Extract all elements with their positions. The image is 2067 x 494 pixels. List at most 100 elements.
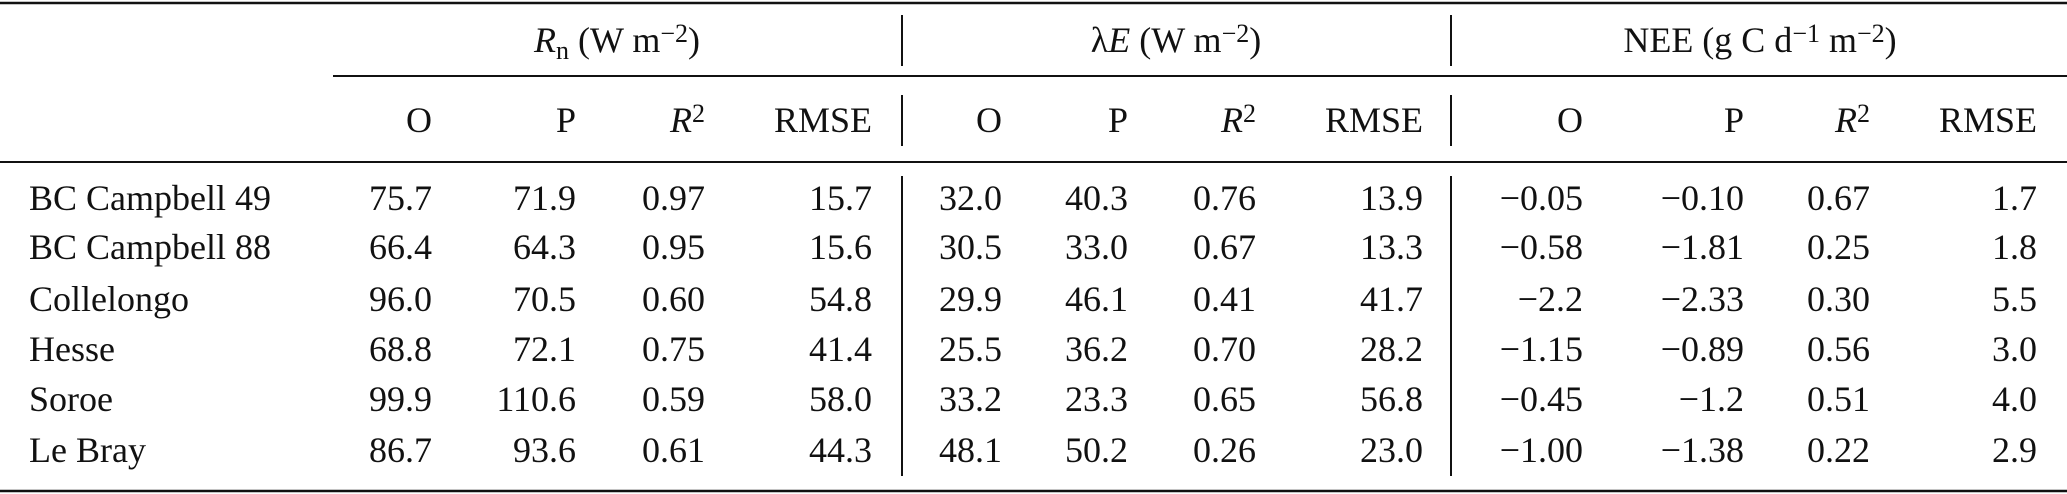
text-part: NEE (g C d <box>1623 20 1792 60</box>
text-part: m <box>1820 20 1857 60</box>
cell: 0.51 <box>1807 379 1870 419</box>
cell: 58.0 <box>809 379 872 419</box>
text-part: ) <box>688 20 700 60</box>
column-header: P <box>1724 100 1744 140</box>
column-header: O <box>976 100 1002 140</box>
cell: 0.22 <box>1807 430 1870 470</box>
cell: −0.45 <box>1500 379 1583 419</box>
column-header: P <box>1108 100 1128 140</box>
text-part: O <box>976 100 1002 140</box>
row-label: Collelongo <box>29 279 189 319</box>
text-part: P <box>1108 100 1128 140</box>
cell: 44.3 <box>809 430 872 470</box>
cell: −1.15 <box>1500 329 1583 369</box>
text-part: O <box>1557 100 1583 140</box>
cell: 71.9 <box>513 178 576 218</box>
cell: 32.0 <box>939 178 1002 218</box>
text-part: E <box>1107 20 1130 60</box>
cell: 86.7 <box>369 430 432 470</box>
cell: 5.5 <box>1992 279 2037 319</box>
cell: 15.6 <box>809 227 872 267</box>
text-part: −2 <box>1857 19 1885 48</box>
cell: −0.10 <box>1661 178 1744 218</box>
cell: 46.1 <box>1065 279 1128 319</box>
row-label: BC Campbell 49 <box>29 178 271 218</box>
text-part: R <box>669 100 692 140</box>
text-part: −2 <box>1222 19 1250 48</box>
cell: 54.8 <box>809 279 872 319</box>
cell: −1.00 <box>1500 430 1583 470</box>
cell: −0.89 <box>1661 329 1744 369</box>
cell: 0.26 <box>1193 430 1256 470</box>
cell: −0.58 <box>1500 227 1583 267</box>
text-part: λ <box>1091 20 1109 60</box>
cell: 0.97 <box>642 178 705 218</box>
text-part: ) <box>1885 20 1897 60</box>
text-part: −2 <box>660 19 688 48</box>
cell: 3.0 <box>1992 329 2037 369</box>
group-header: NEE (g C d−1 m−2) <box>1623 19 1896 60</box>
cell: 48.1 <box>939 430 1002 470</box>
column-header: P <box>556 100 576 140</box>
cell: −2.2 <box>1518 279 1583 319</box>
cell: 28.2 <box>1360 329 1423 369</box>
cell: 0.59 <box>642 379 705 419</box>
cell: 4.0 <box>1992 379 2037 419</box>
cell: 66.4 <box>369 227 432 267</box>
cell: 68.8 <box>369 329 432 369</box>
cell: 15.7 <box>809 178 872 218</box>
text-part: RMSE <box>774 100 872 140</box>
cell: 0.75 <box>642 329 705 369</box>
row-label: Soroe <box>29 379 113 419</box>
cell: 1.8 <box>1992 227 2037 267</box>
row-label: Hesse <box>29 329 115 369</box>
text-part: 2 <box>1243 99 1256 128</box>
column-header: RMSE <box>774 100 872 140</box>
group-header: λE (W m−2) <box>1091 19 1261 60</box>
cell: 33.0 <box>1065 227 1128 267</box>
cell: −2.33 <box>1661 279 1744 319</box>
cell: 13.3 <box>1360 227 1423 267</box>
cell: 13.9 <box>1360 178 1423 218</box>
text-part: 2 <box>692 99 705 128</box>
text-part: R <box>1220 100 1243 140</box>
text-part: 2 <box>1857 99 1870 128</box>
text-part: ) <box>1249 20 1261 60</box>
cell: 0.65 <box>1193 379 1256 419</box>
cell: 41.4 <box>809 329 872 369</box>
text-part: P <box>556 100 576 140</box>
text-part: RMSE <box>1325 100 1423 140</box>
cell: 25.5 <box>939 329 1002 369</box>
column-header: RMSE <box>1325 100 1423 140</box>
cell: 0.70 <box>1193 329 1256 369</box>
text-part: P <box>1724 100 1744 140</box>
cell: 0.30 <box>1807 279 1870 319</box>
text-part: R <box>1834 100 1857 140</box>
text-part: −1 <box>1792 19 1820 48</box>
cell: 0.95 <box>642 227 705 267</box>
column-header: R2 <box>1220 99 1256 140</box>
cell: 30.5 <box>939 227 1002 267</box>
cell: 0.60 <box>642 279 705 319</box>
text-part: (W m <box>569 20 660 60</box>
column-header: O <box>406 100 432 140</box>
column-header: R2 <box>1834 99 1870 140</box>
cell: 64.3 <box>513 227 576 267</box>
text-part: R <box>533 20 556 60</box>
cell: 72.1 <box>513 329 576 369</box>
cell: 110.6 <box>496 379 576 419</box>
cell: 0.67 <box>1807 178 1870 218</box>
cell: 0.76 <box>1193 178 1256 218</box>
cell: 41.7 <box>1360 279 1423 319</box>
cell: −0.05 <box>1500 178 1583 218</box>
cell: 0.25 <box>1807 227 1870 267</box>
column-header: R2 <box>669 99 705 140</box>
row-label: BC Campbell 88 <box>29 227 271 267</box>
cell: 23.3 <box>1065 379 1128 419</box>
cell: 0.56 <box>1807 329 1870 369</box>
row-label: Le Bray <box>29 430 146 470</box>
text-part: n <box>556 36 569 65</box>
cell: 96.0 <box>369 279 432 319</box>
cell: 70.5 <box>513 279 576 319</box>
